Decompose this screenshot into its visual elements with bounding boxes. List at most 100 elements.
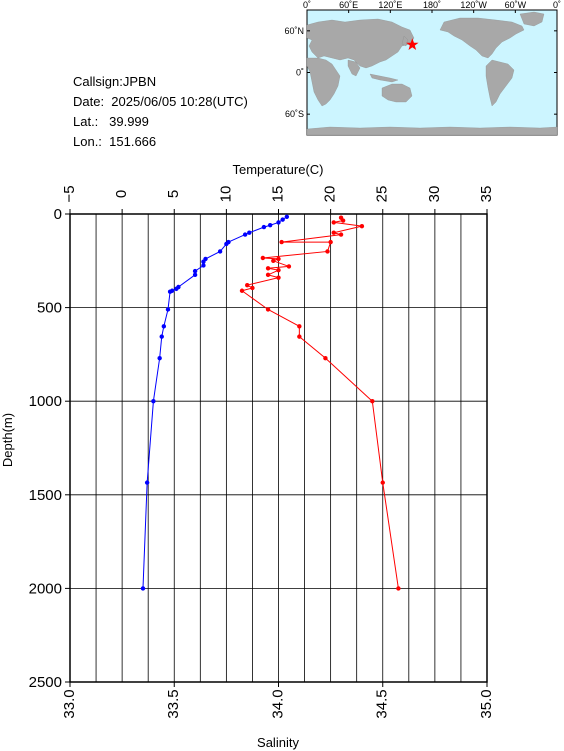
temperature-data-point <box>340 218 346 223</box>
salinity-axis: 33.0 33.5 34.0 34.5 35.0 <box>61 682 495 719</box>
salinity-data-point <box>280 217 285 222</box>
temperature-data-point <box>279 239 284 245</box>
land-indonesia <box>369 73 399 83</box>
salinity-data-point <box>247 230 252 235</box>
salinity-data-point <box>140 586 146 591</box>
salinity-data-point <box>174 286 179 292</box>
salinity-data-point <box>192 268 198 274</box>
depth-tick-label: 500 <box>37 300 62 317</box>
temperature-data-point <box>323 355 328 361</box>
longitude-label: Lon.: 151.666 <box>73 134 157 149</box>
temperature-data-point <box>370 399 375 404</box>
location-star-icon <box>406 38 419 51</box>
land-south-america <box>485 59 515 107</box>
land-eurasia <box>306 18 415 69</box>
salinity-data-point <box>167 289 173 294</box>
temperature-data-point <box>260 255 266 261</box>
salinity-data-point <box>242 232 248 237</box>
salinity-data-point <box>276 220 281 225</box>
station-info: Callsign:JPBN Date: 2025/06/05 10:28(UTC… <box>73 72 248 152</box>
temperature-data-point <box>239 288 245 293</box>
salinity-tick-label: 34.0 <box>269 689 286 718</box>
land-greenland <box>519 11 545 27</box>
salinity-profile-line <box>142 216 288 589</box>
map-lat-label: 60˚S <box>285 109 304 119</box>
temperature-data-point <box>265 272 271 278</box>
depth-tick-label: 0 <box>54 206 62 223</box>
temperature-tick-label: 15 <box>269 186 286 203</box>
temperature-data-point <box>245 282 250 288</box>
land-north-america <box>439 17 525 59</box>
chart-series <box>140 214 401 591</box>
salinity-axis-title: Salinity <box>257 735 299 750</box>
temperature-data-point <box>276 256 281 262</box>
map-lon-label: 60˚E <box>339 0 358 10</box>
salinity-data-point <box>151 399 156 404</box>
temperature-data-point <box>276 267 281 273</box>
temperature-data-point <box>250 285 255 291</box>
map-lon-label: 180˚ <box>423 0 441 10</box>
latitude-label: Lat.: 39.999 <box>73 114 149 129</box>
temperature-tick-label: 25 <box>374 186 391 203</box>
salinity-data-point <box>217 249 223 254</box>
salinity-data-point <box>267 223 273 228</box>
salinity-data-point <box>224 241 229 247</box>
salinity-tick-label: 35.0 <box>478 689 495 718</box>
map-lat-label: 60˚N <box>284 26 304 36</box>
temperature-profile-line <box>240 217 399 589</box>
depth-tick-label: 1500 <box>29 487 62 504</box>
temperature-data-point <box>276 275 281 280</box>
map-grid <box>306 10 558 115</box>
salinity-data-point <box>161 324 167 329</box>
temperature-data-point <box>331 230 336 235</box>
temperature-tick-label: −5 <box>61 185 78 202</box>
land-africa <box>306 57 341 107</box>
temperature-data-point <box>359 223 365 229</box>
salinity-tick-label: 33.0 <box>61 689 78 718</box>
temperature-axis: −5 0 5 10 15 20 25 30 35 <box>61 185 495 214</box>
map-lon-label: 120˚E <box>378 0 402 10</box>
callsign-label: Callsign:JPBN <box>73 74 157 89</box>
map-land <box>306 11 558 136</box>
date-label: Date: 2025/06/05 10:28(UTC) <box>73 94 248 109</box>
depth-axis-title: Depth(m) <box>0 413 15 467</box>
temperature-tick-label: 10 <box>217 186 234 203</box>
land-india <box>347 59 361 77</box>
depth-tick-label: 1000 <box>29 393 62 410</box>
temperature-data-point <box>297 334 302 339</box>
temperature-tick-label: 5 <box>165 190 182 198</box>
salinity-data-point <box>284 214 290 220</box>
salinity-data-point <box>261 224 267 230</box>
temperature-data-point <box>331 220 336 225</box>
temperature-data-point <box>338 232 344 237</box>
temperature-data-point <box>297 324 302 329</box>
land-japan <box>401 35 409 47</box>
depth-tick-label: 2000 <box>29 580 62 597</box>
salinity-tick-label: 34.5 <box>374 689 391 718</box>
salinity-data-point <box>157 355 162 361</box>
temperature-data-point <box>265 307 271 312</box>
temperature-data-point <box>286 264 292 269</box>
salinity-data-point <box>192 272 198 278</box>
map-lat-label: 0˚ <box>296 68 304 78</box>
temperature-data-point <box>271 258 276 263</box>
salinity-data-point <box>201 263 206 268</box>
salinity-data-point <box>201 259 206 264</box>
temperature-data-point <box>265 266 271 271</box>
map-lon-label: 0˚ <box>553 0 561 10</box>
temperature-tick-label: 0 <box>113 190 130 198</box>
temperature-tick-label: 30 <box>426 186 443 203</box>
salinity-data-point <box>165 307 171 312</box>
depth-axis: 0 500 1000 1500 2000 2500 <box>29 206 70 691</box>
salinity-tick-label: 33.5 <box>165 689 182 718</box>
map-lon-label: 120˚W <box>460 0 487 10</box>
temperature-tick-label: 20 <box>322 186 339 203</box>
temperature-data-point <box>325 249 330 254</box>
land-australia <box>381 83 413 103</box>
depth-tick-label: 2500 <box>29 674 62 691</box>
temperature-tick-label: 35 <box>478 186 495 203</box>
land-antarctica <box>306 126 558 136</box>
temperature-axis-title: Temperature(C) <box>232 162 323 177</box>
